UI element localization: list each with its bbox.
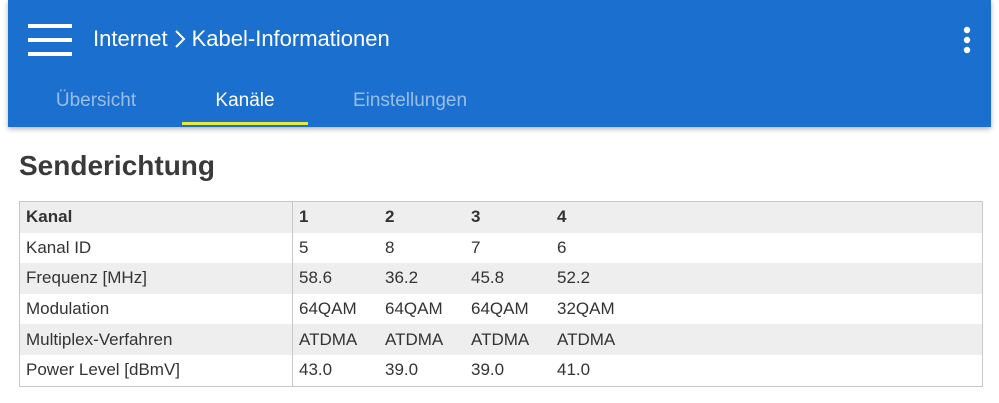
section-title: Senderichtung bbox=[19, 150, 216, 181]
tab[interactable]: Übersicht bbox=[55, 90, 137, 111]
table-row: Kanal ID 5 8 7 6 bbox=[19, 232, 983, 264]
table-filler bbox=[637, 202, 983, 233]
table-cell: 52.2 bbox=[557, 268, 591, 288]
table-filler bbox=[637, 263, 983, 294]
table-cell: 39.0 bbox=[385, 360, 419, 380]
table-cell: 64QAM bbox=[299, 299, 357, 319]
table-cell: 6 bbox=[557, 237, 567, 257]
table-cell: ATDMA bbox=[385, 329, 444, 349]
breadcrumb: Internet Kabel-Informationen bbox=[93, 26, 390, 52]
table-filler bbox=[637, 233, 983, 264]
chevron bbox=[174, 30, 186, 48]
table-row: Power Level [dBmV] 43.0 39.0 39.0 41.0 bbox=[19, 354, 983, 387]
table-cell: 32QAM bbox=[557, 299, 615, 319]
row-label: Kanal ID bbox=[19, 232, 293, 264]
table-cell: 58.6 bbox=[299, 268, 333, 288]
table-row: Frequenz [MHz] 58.6 36.2 45.8 52.2 bbox=[19, 263, 983, 294]
tab[interactable]: Kanäle bbox=[182, 84, 308, 125]
table-cell: 45.8 bbox=[471, 268, 505, 288]
row-label: Kanal bbox=[19, 201, 293, 233]
channel-table: Kanal 1 2 3 4 Kanal ID 5 8 7 6 Frequenz [MHz] 58.6 3… bbox=[19, 201, 983, 387]
table-filler bbox=[637, 355, 983, 386]
table-cell: 8 bbox=[385, 237, 395, 257]
row-label: Multiplex-Verfahren bbox=[19, 324, 293, 355]
table-row: Kanal 1 2 3 4 bbox=[19, 201, 983, 233]
table-cell: 2 bbox=[385, 207, 395, 227]
table-filler bbox=[637, 294, 983, 325]
table-cell: 7 bbox=[471, 237, 481, 257]
table-cell: 41.0 bbox=[557, 360, 591, 380]
table-cell: 36.2 bbox=[385, 268, 419, 288]
table-cell: 5 bbox=[299, 237, 309, 257]
table-cell: 64QAM bbox=[385, 299, 443, 319]
table-cell: 1 bbox=[299, 207, 309, 227]
table-filler bbox=[637, 324, 983, 355]
table-cell: ATDMA bbox=[471, 329, 530, 349]
table-cell: 3 bbox=[471, 207, 481, 227]
table-row: Modulation 64QAM 64QAM 64QAM 32QAM bbox=[19, 293, 983, 325]
table-cell: ATDMA bbox=[557, 329, 616, 349]
table-cell: 4 bbox=[557, 207, 567, 227]
menu-button[interactable] bbox=[28, 24, 74, 56]
table-cell: 39.0 bbox=[471, 360, 505, 380]
table-cell: ATDMA bbox=[299, 329, 358, 349]
row-label: Modulation bbox=[19, 293, 293, 325]
app-bar: Internet Kabel-Informationen bbox=[8, 0, 991, 127]
tab[interactable]: Einstellungen bbox=[352, 90, 468, 111]
breadcrumb-item: Kabel-Informationen bbox=[191, 26, 390, 51]
table-cell: 43.0 bbox=[299, 360, 333, 380]
breadcrumb-item[interactable]: Internet bbox=[93, 26, 168, 51]
row-label: Power Level [dBmV] bbox=[19, 354, 293, 387]
table-cell: 64QAM bbox=[471, 299, 529, 319]
row-label: Frequenz [MHz] bbox=[19, 263, 293, 294]
table-row: Multiplex-Verfahren ATDMA ATDMA ATDMA ATDMA bbox=[19, 324, 983, 355]
more-button[interactable] bbox=[961, 26, 973, 54]
